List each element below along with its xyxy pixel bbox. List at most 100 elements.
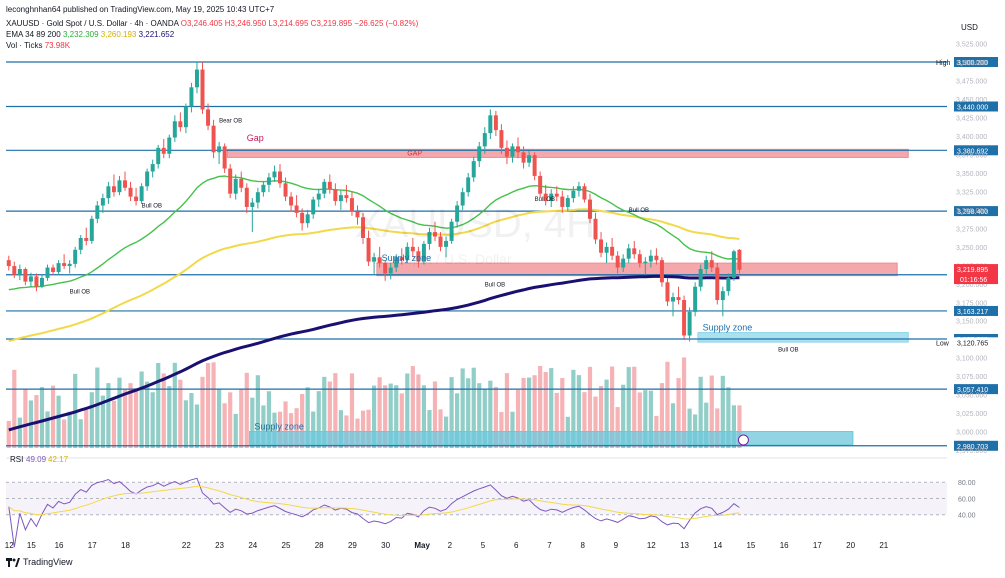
volume-bar [720, 375, 725, 448]
volume-bar [261, 405, 266, 448]
watermark-symbol: XAUUSD, 4H [355, 202, 595, 246]
volume-bar [62, 419, 67, 448]
volume-bar [167, 386, 172, 448]
ema-line[interactable]: EMA 34 89 200 3,232.309 3,260.193 3,221.… [6, 30, 174, 40]
volume-bar [432, 381, 438, 448]
candle [161, 138, 166, 159]
candle [504, 140, 509, 165]
level-label-text: 3,057.410 [957, 387, 988, 394]
candle-body [516, 146, 521, 153]
candle-body [604, 246, 609, 253]
tradingview-footer[interactable]: TradingView [6, 557, 73, 567]
candle-body [510, 146, 515, 157]
volume-bar [659, 383, 665, 448]
candle-body [167, 137, 172, 154]
candle [39, 274, 44, 289]
symbol-text[interactable]: XAUUSD · Gold Spot / U.S. Dollar · 4h · … [6, 19, 179, 28]
price-badge-box [954, 264, 998, 285]
level-label-box [954, 305, 998, 316]
candle-body [737, 249, 742, 270]
candle-body [62, 263, 67, 267]
price-tick-label: 3,150.000 [956, 319, 987, 326]
volume-bar [621, 384, 626, 448]
candle [482, 127, 487, 154]
ema-label[interactable]: EMA 34 89 200 [6, 30, 61, 39]
candle-body [67, 263, 72, 267]
candle [466, 172, 471, 197]
candle [23, 267, 28, 286]
candle [527, 150, 532, 168]
time-tick-label: 16 [780, 541, 789, 550]
candle [272, 165, 277, 182]
volume-bar [399, 393, 404, 448]
candle-body [95, 205, 100, 219]
volume-bar [665, 361, 670, 448]
candle-body [599, 239, 604, 253]
candle [100, 193, 105, 213]
candle-body [111, 186, 116, 193]
time-tick-label: 5 [481, 541, 486, 550]
volume-bar [532, 375, 537, 448]
candle-body [421, 243, 426, 262]
time-tick-label: 12 [5, 541, 14, 550]
candle [266, 172, 271, 193]
candle-body [715, 267, 720, 301]
time-tick-label: 15 [746, 541, 755, 550]
candle [89, 215, 94, 244]
volume-bar [122, 388, 128, 448]
volume-bar [405, 373, 410, 448]
volume-bar [316, 391, 321, 448]
vol-label[interactable]: Vol · Ticks [6, 41, 43, 50]
candle-body [294, 205, 299, 213]
candle [444, 236, 449, 258]
zone-label-3: Supply zone [254, 422, 304, 432]
candle-body [200, 69, 205, 110]
volume-bar [12, 369, 17, 448]
candle-body [123, 180, 128, 188]
candle-body [637, 254, 642, 264]
vol-line[interactable]: Vol · Ticks 73.98K [6, 41, 70, 51]
price-badge: 3,219.895 01:16:56 [954, 264, 998, 285]
volume-bar [250, 397, 255, 448]
volume-bar [371, 385, 377, 448]
candle-body [100, 198, 105, 206]
annotation-label: Bear OB [219, 119, 242, 125]
candle-body [117, 180, 122, 193]
candle-body [145, 171, 150, 187]
candle [388, 263, 393, 280]
candle-body [211, 125, 216, 153]
time-tick-label: 28 [315, 541, 324, 550]
vol-value: 73.98K [44, 41, 71, 50]
level-label-box [954, 206, 998, 217]
watermark-description: Gold Spot / U.S. Dollar [370, 251, 512, 267]
candle-body [361, 217, 366, 238]
candle-body [482, 133, 487, 147]
candle-body [582, 186, 587, 200]
volume-bar [56, 395, 61, 448]
annotation-label: Bull OB [629, 208, 649, 214]
candle-body [333, 189, 338, 202]
candle [538, 171, 543, 199]
zone-2 [697, 332, 909, 343]
candle [322, 178, 327, 199]
ema-34-line [8, 175, 740, 291]
volume-bar [515, 389, 521, 448]
candle-body [56, 263, 61, 272]
time-axis: 12 15 16 17 18 22 23 24 25 28 29 30 May 2 5 6 7 8 9 12 13 14 1… [5, 541, 889, 550]
volume-bar [477, 383, 482, 448]
volume-bar [327, 381, 332, 448]
candle [56, 260, 61, 275]
candle [687, 307, 692, 342]
volume-bar [338, 410, 343, 448]
volume-bar [593, 396, 598, 448]
candle-body [383, 263, 388, 274]
level-price-label: 3,500.200 [954, 57, 998, 68]
volume-bar [95, 367, 100, 448]
symbol-line[interactable]: XAUUSD · Gold Spot / U.S. Dollar · 4h · … [6, 19, 418, 29]
candle-body [6, 260, 11, 267]
candle [410, 237, 415, 258]
candle-body [45, 267, 50, 278]
candle-body [693, 286, 698, 312]
price-tick-label: 3,250.000 [956, 245, 987, 252]
